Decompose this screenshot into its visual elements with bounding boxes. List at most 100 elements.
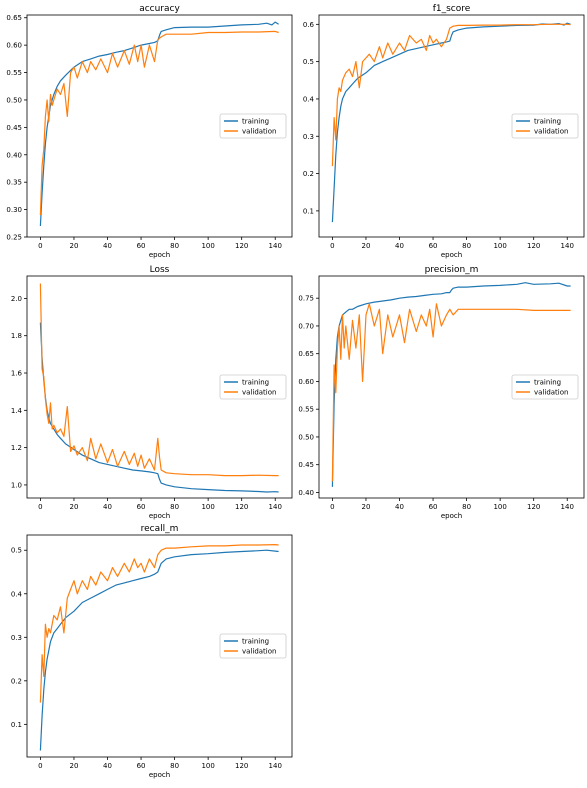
y-tick-label: 0.55 — [6, 69, 22, 77]
y-tick-label: 0.70 — [298, 322, 314, 330]
legend-label-training: training — [534, 379, 561, 387]
x-tick-label: 140 — [561, 503, 574, 511]
x-tick-label: 100 — [493, 503, 506, 511]
axes-frame — [26, 275, 293, 499]
x-axis-label: epoch — [441, 512, 462, 520]
y-tick-label: 1.2 — [11, 444, 22, 452]
legend-box — [219, 633, 287, 659]
y-tick-label: 0.65 — [298, 350, 314, 358]
legend-label-training: training — [534, 118, 561, 126]
x-tick-label: 140 — [269, 762, 282, 770]
x-tick-label: 120 — [235, 242, 248, 250]
x-tick-label: 120 — [527, 242, 540, 250]
y-tick-label: 0.60 — [6, 42, 22, 50]
y-tick-label: 0.40 — [298, 489, 314, 497]
x-tick-label: 20 — [70, 503, 79, 511]
y-tick-label: 0.75 — [298, 295, 314, 303]
series-line-training — [39, 549, 279, 751]
legend-box — [219, 374, 287, 400]
legend-box — [511, 113, 579, 139]
legend: training validation — [511, 113, 579, 139]
x-tick-label: 60 — [429, 503, 438, 511]
y-tick-label: 0.5 — [303, 58, 314, 66]
y-tick-label: 0.6 — [303, 21, 315, 29]
legend-label-validation: validation — [242, 648, 276, 656]
chart-title: recall_m — [141, 524, 179, 534]
y-tick-label: 2.0 — [11, 295, 22, 303]
x-tick-label: 80 — [462, 242, 471, 250]
x-tick-label: 80 — [462, 503, 471, 511]
y-tick-label: 0.4 — [11, 590, 23, 598]
y-tick-label: 0.30 — [6, 206, 22, 214]
x-tick-label: 140 — [561, 242, 574, 250]
axes-frame — [318, 275, 585, 499]
y-tick-label: 0.25 — [6, 234, 22, 242]
y-tick-label: 1.4 — [11, 407, 23, 415]
series-line-validation — [39, 544, 279, 703]
y-tick-label: 0.35 — [6, 179, 22, 187]
y-tick-label: 0.40 — [6, 151, 22, 159]
y-tick-label: 0.1 — [11, 721, 22, 729]
x-tick-label: 20 — [70, 762, 79, 770]
x-axis-label: epoch — [149, 771, 170, 779]
y-tick-label: 0.3 — [11, 634, 22, 642]
y-tick-label: 1.0 — [11, 481, 22, 489]
x-tick-label: 40 — [103, 503, 112, 511]
x-tick-label: 20 — [70, 242, 79, 250]
x-tick-label: 40 — [103, 762, 112, 770]
x-axis-label: epoch — [441, 251, 462, 259]
x-tick-label: 0 — [38, 762, 42, 770]
y-tick-label: 0.50 — [6, 96, 22, 104]
y-tick-label: 0.4 — [303, 95, 315, 103]
x-tick-label: 60 — [429, 242, 438, 250]
subplot-5: recall_m 0 20 40 60 80 100 120 140 epoch 0.1 0.2 0.3… — [11, 524, 293, 779]
series-line-validation — [331, 303, 571, 482]
y-tick-label: 0.3 — [303, 133, 314, 141]
x-tick-label: 80 — [170, 242, 179, 250]
x-tick-label: 100 — [493, 242, 506, 250]
x-tick-label: 40 — [395, 242, 404, 250]
axes-frame — [318, 14, 585, 238]
legend-box — [511, 374, 579, 400]
y-tick-label: 0.50 — [298, 433, 314, 441]
axes-frame — [26, 14, 293, 238]
chart-title: precision_m — [425, 265, 479, 275]
x-axis-label: epoch — [149, 251, 170, 259]
legend-label-validation: validation — [242, 389, 276, 397]
y-tick-label: 0.65 — [6, 14, 22, 22]
subplot-3: Loss 0 20 40 60 80 100 120 140 epoch 1.0 1.2 1.4 1.6 1… — [11, 265, 293, 520]
x-tick-label: 140 — [269, 242, 282, 250]
x-tick-label: 120 — [235, 762, 248, 770]
series-line-validation — [331, 23, 571, 167]
subplot-4: precision_m 0 20 40 60 80 100 120 140 epoch 0.40 0.… — [298, 265, 585, 520]
y-tick-label: 0.1 — [303, 207, 314, 215]
x-tick-label: 20 — [362, 242, 371, 250]
legend: training validation — [219, 113, 287, 139]
y-tick-label: 0.45 — [298, 461, 314, 469]
x-tick-label: 100 — [201, 503, 214, 511]
x-tick-label: 0 — [38, 242, 42, 250]
y-tick-label: 1.6 — [11, 370, 23, 378]
series-line-validation — [39, 283, 279, 477]
chart-title: accuracy — [139, 4, 180, 14]
series-line-training — [39, 322, 279, 493]
legend-label-training: training — [242, 638, 269, 646]
axes-frame — [26, 534, 293, 758]
y-tick-label: 0.5 — [11, 547, 22, 555]
y-tick-label: 0.2 — [303, 170, 314, 178]
x-tick-label: 60 — [137, 762, 146, 770]
legend-label-validation: validation — [242, 128, 276, 136]
y-tick-label: 0.60 — [298, 378, 314, 386]
x-tick-label: 0 — [330, 242, 334, 250]
legend: training validation — [219, 374, 287, 400]
x-tick-label: 100 — [201, 762, 214, 770]
y-tick-label: 0.2 — [11, 677, 22, 685]
x-tick-label: 80 — [170, 503, 179, 511]
subplot-2: f1_score 0 20 40 60 80 100 120 140 epoch 0.1 0.2 0.3… — [303, 4, 585, 259]
x-tick-label: 60 — [137, 503, 146, 511]
x-tick-label: 120 — [527, 503, 540, 511]
chart-title: f1_score — [433, 4, 471, 14]
y-tick-label: 0.45 — [6, 124, 22, 132]
x-tick-label: 100 — [201, 242, 214, 250]
x-tick-label: 80 — [170, 762, 179, 770]
